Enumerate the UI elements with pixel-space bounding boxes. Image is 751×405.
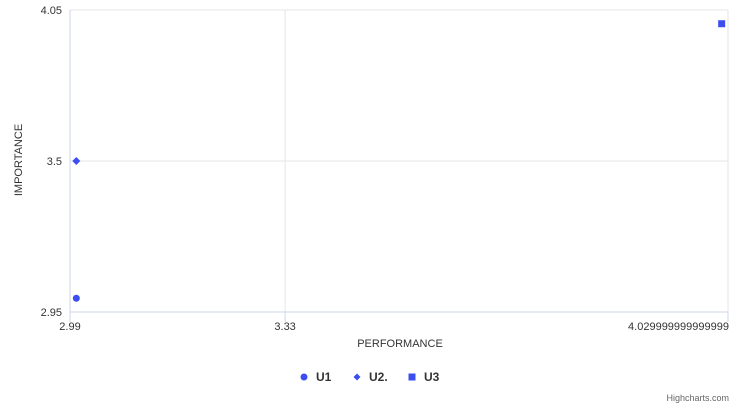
legend-symbol[interactable] xyxy=(408,373,416,381)
data-point-u2[interactable] xyxy=(72,157,81,165)
x-axis-title: PERFORMANCE xyxy=(357,338,443,350)
legend-item-u3[interactable]: U3 xyxy=(408,370,440,384)
grid-lines xyxy=(69,9,729,313)
legend-item-u2[interactable]: U2. xyxy=(353,370,388,384)
legend-item-u1[interactable]: U1 xyxy=(300,370,332,384)
data-point-u1[interactable] xyxy=(72,294,80,302)
y-axis-ticks: 2.95 3.5 4.05 xyxy=(41,5,62,319)
credits-link[interactable]: Highcharts.com xyxy=(666,393,729,403)
y-axis-title: IMPORTANCE xyxy=(13,124,25,196)
x-tick-label: 3.33 xyxy=(274,321,295,333)
y-tick-label: 2.95 xyxy=(41,307,62,319)
x-axis-ticks: 2.99 3.33 4.029999999999999 xyxy=(59,312,729,333)
data-point-u3[interactable] xyxy=(718,20,726,28)
y-tick-label: 3.5 xyxy=(47,156,62,168)
y-tick-label: 4.05 xyxy=(41,5,62,17)
plot-frame xyxy=(69,10,728,313)
x-tick-label: 4.029999999999999 xyxy=(628,321,729,333)
legend-label: U2. xyxy=(369,370,388,384)
data-points xyxy=(72,20,726,302)
legend: U1 U2. U3 xyxy=(300,370,440,384)
legend-label: U3 xyxy=(424,370,440,384)
legend-label: U1 xyxy=(316,370,332,384)
legend-symbol[interactable] xyxy=(300,373,308,381)
legend-symbol[interactable] xyxy=(353,373,361,381)
x-tick-label: 2.99 xyxy=(59,321,80,333)
